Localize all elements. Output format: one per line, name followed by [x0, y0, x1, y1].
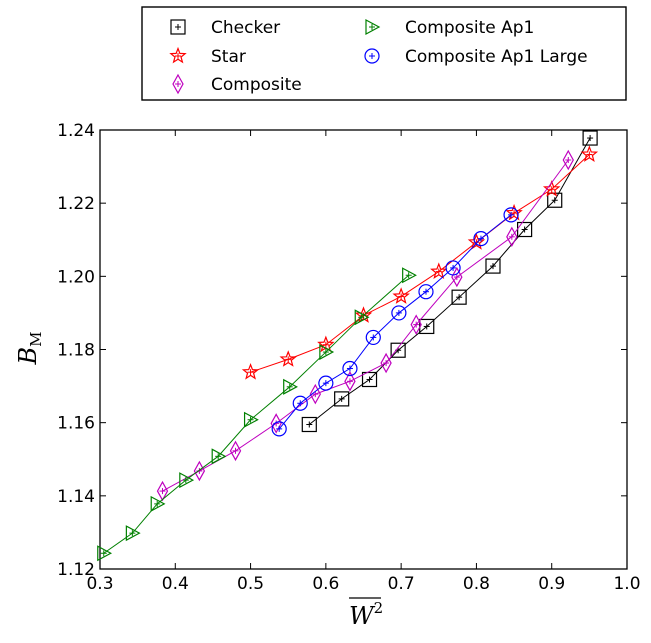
x-axis-label-text: W [349, 602, 376, 630]
data-point [580, 145, 599, 162]
x-tick-label: 1.0 [613, 574, 640, 594]
data-point [309, 383, 322, 405]
data-point [445, 260, 461, 276]
series-star [241, 145, 599, 380]
data-point [503, 207, 519, 223]
data-point [318, 375, 334, 391]
data-point [241, 363, 260, 380]
x-axis-label: W2 [349, 597, 383, 630]
legend-entry: Checker [170, 18, 280, 38]
data-point [342, 360, 358, 377]
legend-entry: Composite [172, 73, 302, 95]
series-line [103, 274, 410, 554]
x-tick-label: 0.7 [388, 574, 415, 594]
data-point [211, 448, 227, 465]
data-point [418, 284, 434, 300]
data-point [430, 262, 448, 280]
data-point [361, 371, 378, 388]
data-point [392, 287, 410, 304]
legend-marker [172, 73, 184, 95]
series-composite-ap1-large [271, 207, 519, 437]
data-point [283, 378, 298, 395]
series-composite [156, 149, 574, 502]
series-line [308, 137, 591, 425]
data-point [334, 391, 350, 407]
legend-entry: Composite Ap1 [365, 18, 534, 38]
data-point [547, 192, 563, 208]
legend-marker [169, 46, 187, 64]
legend-label: Composite [211, 75, 302, 95]
series-layer [97, 130, 599, 562]
data-point [542, 180, 561, 197]
x-axis-label-superscript: 2 [374, 599, 384, 617]
data-point [279, 350, 297, 367]
data-point [451, 289, 467, 305]
data-point [473, 231, 489, 247]
svg-text:BM: BM [14, 332, 45, 366]
data-point [243, 411, 259, 428]
x-tick-label: 0.5 [237, 574, 264, 594]
data-point [125, 525, 141, 542]
data-point [562, 149, 574, 171]
data-point [467, 233, 486, 250]
data-point [319, 344, 335, 361]
data-point [451, 266, 463, 288]
data-point [292, 395, 308, 411]
data-point [229, 440, 242, 462]
series-line [278, 214, 512, 430]
y-tick-label: 1.24 [57, 121, 95, 141]
data-point [380, 352, 392, 374]
x-tick-label: 0.8 [463, 574, 490, 594]
y-axis-label-subscript: M [27, 332, 45, 347]
y-tick-label: 1.20 [57, 267, 95, 287]
axis-ticks: 0.3 0.4 0.5 0.6 0.7 0.8 0.9 1.0 1.12 1.14 1.16 1.18… [57, 121, 640, 594]
data-point [344, 371, 356, 392]
y-tick-label: 1.18 [57, 341, 95, 361]
series-composite-ap1 [97, 267, 417, 562]
x-tick-label: 0.4 [162, 574, 189, 594]
legend-marker [364, 48, 380, 64]
legend-label: Composite Ap1 Large [405, 47, 588, 67]
data-point [354, 306, 373, 323]
svg-text:W2: W2 [349, 599, 383, 630]
series-line [162, 159, 569, 492]
data-point [410, 314, 422, 335]
data-point [391, 305, 407, 321]
y-tick-label: 1.22 [57, 194, 95, 214]
x-tick-label: 0.3 [86, 574, 113, 594]
legend: Checker Star Composite Composite Ap1 Composi… [141, 6, 627, 101]
legend-entry: Star [169, 46, 246, 67]
legend-label: Checker [211, 18, 280, 38]
data-point [301, 416, 317, 433]
legend-frame [141, 6, 627, 101]
y-tick-label: 1.14 [57, 487, 95, 507]
legend-marker [170, 19, 186, 35]
legend-label: Star [211, 47, 246, 67]
x-tick-label: 0.6 [312, 574, 339, 594]
series-checker [301, 130, 598, 433]
y-axis-label: BM [14, 332, 45, 366]
data-point [150, 495, 166, 512]
data-point [271, 421, 287, 437]
y-tick-label: 1.16 [57, 414, 95, 434]
data-point [97, 545, 113, 562]
legend-label: Composite Ap1 [405, 18, 534, 38]
data-point [270, 413, 282, 434]
data-point [390, 342, 406, 358]
series-line [250, 154, 590, 373]
y-axis-label-text: B [14, 347, 42, 366]
data-point [506, 226, 518, 248]
x-tick-label: 0.9 [538, 574, 565, 594]
data-point [582, 130, 598, 146]
legend-entry: Composite Ap1 Large [364, 47, 588, 67]
legend-marker [365, 18, 381, 36]
data-point [505, 203, 523, 221]
y-tick-label: 1.12 [57, 560, 95, 580]
data-point [179, 472, 195, 489]
data-point [365, 329, 381, 346]
data-point [402, 267, 417, 284]
data-point [485, 258, 501, 274]
data-point [354, 309, 370, 326]
